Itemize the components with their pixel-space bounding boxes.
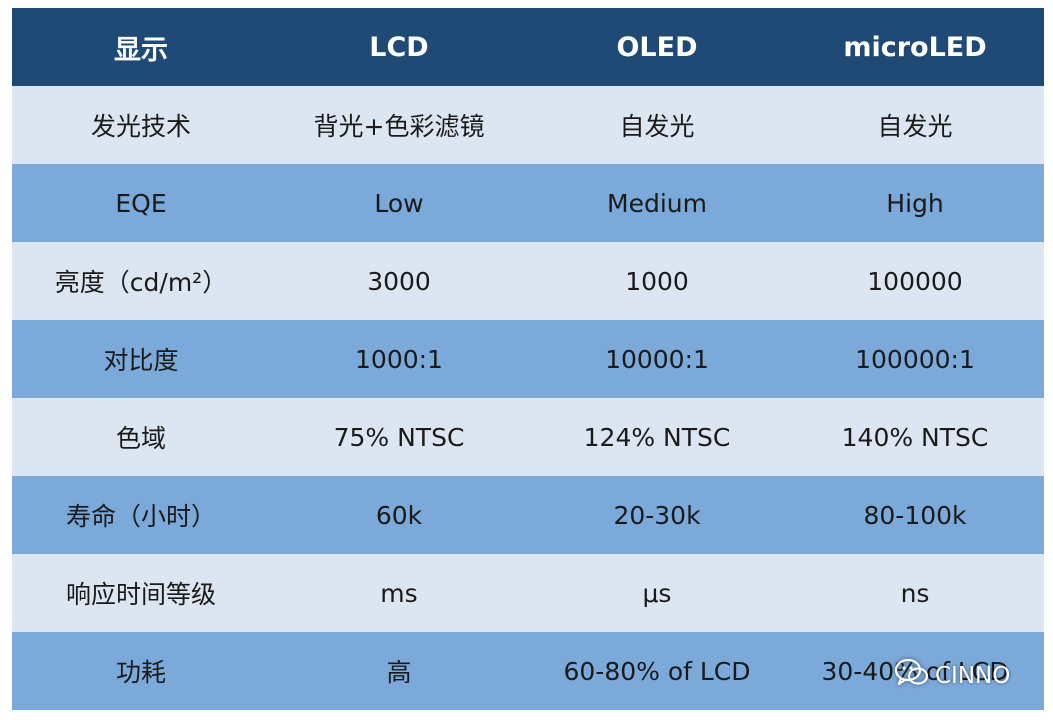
table-row: 寿命（小时） 60k 20-30k 80-100k <box>12 476 1044 554</box>
lcd-cell: 高 <box>386 658 412 687</box>
table-row: 色域 75% NTSC 124% NTSC 140% NTSC <box>12 398 1044 476</box>
microled-cell: 100000:1 <box>855 344 975 374</box>
oled-cell: Medium <box>607 188 707 218</box>
lcd-cell: 1000:1 <box>355 344 443 374</box>
oled-cell: 10000:1 <box>605 344 709 374</box>
oled-cell: 60-80% of LCD <box>563 656 751 686</box>
watermark: CINNO <box>894 658 1011 694</box>
lcd-cell: 背光+色彩滤镜 <box>313 112 485 141</box>
table-row: 发光技术 背光+色彩滤镜 自发光 自发光 <box>12 86 1044 164</box>
table-row: 对比度 1000:1 10000:1 100000:1 <box>12 320 1044 398</box>
microled-cell: 80-100k <box>863 500 967 530</box>
microled-cell: High <box>886 188 944 218</box>
lcd-cell: 3000 <box>367 266 431 296</box>
lcd-cell: Low <box>374 188 424 218</box>
header-cell-display: 显示 <box>114 34 168 66</box>
row-label: 对比度 <box>103 346 179 375</box>
microled-cell: 100000 <box>867 266 963 296</box>
lcd-cell: 75% NTSC <box>333 422 465 452</box>
header-cell-microled: microLED <box>843 31 987 63</box>
row-label: 发光技术 <box>90 112 191 141</box>
table-header-row: 显示 LCD OLED microLED <box>12 8 1044 86</box>
row-label: 响应时间等级 <box>65 580 216 609</box>
watermark-text: CINNO <box>935 663 1011 689</box>
microled-cell: 140% NTSC <box>841 422 989 452</box>
row-label: 寿命（小时） <box>65 502 216 531</box>
lcd-cell: 60k <box>375 500 423 530</box>
row-label: 功耗 <box>115 658 166 687</box>
lcd-cell: ms <box>380 578 418 608</box>
table-row: 功耗 高 60-80% of LCD 30-40% of LCD <box>12 632 1044 710</box>
row-label: 色域 <box>115 424 166 453</box>
microled-cell: 自发光 <box>877 112 953 141</box>
oled-cell: 20-30k <box>613 500 701 530</box>
comparison-table: 显示 LCD OLED microLED 发光技术 背光+色彩滤镜 自发光 自发… <box>12 8 1044 710</box>
microled-cell: ns <box>900 578 930 608</box>
table-row: 亮度（cd/m²） 3000 1000 100000 <box>12 242 1044 320</box>
row-label: 亮度（cd/m²） <box>54 268 228 297</box>
table-row: EQE Low Medium High <box>12 164 1044 242</box>
wechat-icon <box>894 658 929 694</box>
oled-cell: μs <box>642 578 672 608</box>
oled-cell: 1000 <box>625 266 689 296</box>
row-label: EQE <box>115 188 167 218</box>
oled-cell: 自发光 <box>619 112 695 141</box>
header-cell-lcd: LCD <box>369 31 429 63</box>
header-cell-oled: OLED <box>616 31 698 63</box>
oled-cell: 124% NTSC <box>583 422 731 452</box>
table-row: 响应时间等级 ms μs ns <box>12 554 1044 632</box>
